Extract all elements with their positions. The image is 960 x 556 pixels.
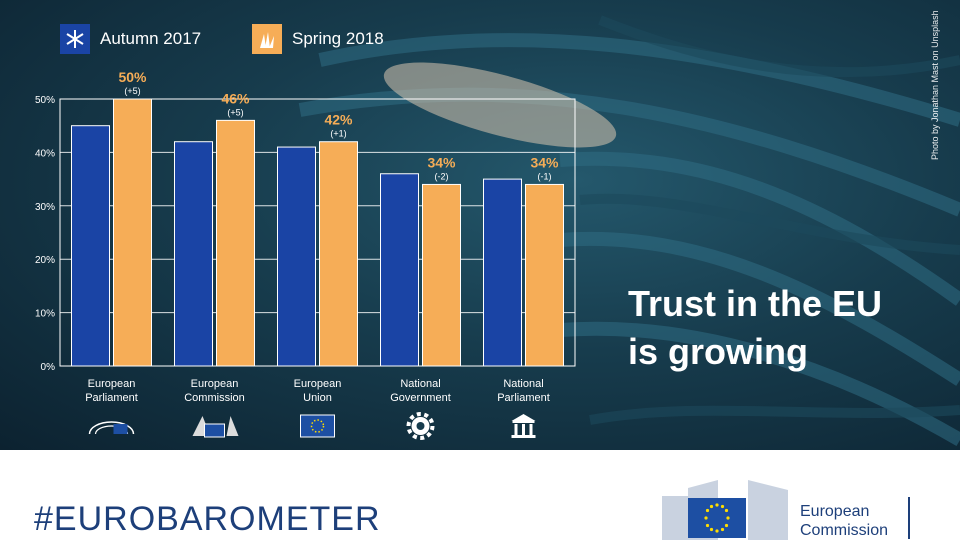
bar-chart: 0%10%20%30%40%50%50%(+5)EuropeanParliame… bbox=[35, 69, 576, 440]
x-tick-label: Parliament bbox=[497, 392, 550, 404]
bar-spring-2018 bbox=[525, 183, 564, 367]
x-tick-label: National bbox=[503, 378, 543, 390]
rope-photo-background bbox=[0, 0, 960, 450]
headline-line-1: Trust in the EU bbox=[628, 283, 883, 324]
y-tick-label: 30% bbox=[35, 202, 55, 213]
photo-credit: Photo by Jonathan Mast on Unsplash bbox=[930, 10, 940, 160]
x-tick-label: Parliament bbox=[85, 392, 138, 404]
y-tick-label: 50% bbox=[35, 95, 55, 106]
legend-spring-2018: Spring 2018 bbox=[252, 24, 384, 54]
bar-autumn-2017 bbox=[277, 146, 316, 367]
x-tick-label: Government bbox=[390, 392, 451, 404]
x-tick-label: Union bbox=[303, 392, 332, 404]
sprout-icon bbox=[252, 24, 282, 54]
plot-frame bbox=[59, 98, 576, 367]
bar-autumn-2017 bbox=[380, 173, 419, 367]
hashtag: #EUROBAROMETER bbox=[34, 500, 381, 538]
eu-flag-icon bbox=[300, 414, 335, 438]
hemicycle-icon bbox=[88, 421, 135, 435]
headline: Trust in the EU is growing bbox=[628, 280, 882, 376]
change-label: (-1) bbox=[538, 171, 552, 181]
y-tick-label: 0% bbox=[41, 362, 56, 373]
bar-autumn-2017 bbox=[483, 178, 522, 367]
berlaymont-icon bbox=[192, 416, 239, 438]
y-tick-label: 20% bbox=[35, 255, 55, 266]
bar-spring-2018 bbox=[216, 119, 255, 367]
bar-spring-2018 bbox=[319, 141, 358, 367]
value-label: 46% bbox=[221, 90, 250, 106]
y-tick-label: 10% bbox=[35, 309, 55, 320]
legend-autumn-label: Autumn 2017 bbox=[100, 29, 202, 48]
parliament-building-icon bbox=[511, 414, 536, 438]
value-label: 42% bbox=[324, 112, 353, 128]
value-label: 34% bbox=[530, 154, 559, 170]
bar-spring-2018 bbox=[113, 98, 152, 367]
footer bbox=[0, 450, 960, 556]
change-label: (+5) bbox=[124, 86, 140, 96]
change-label: (+1) bbox=[330, 129, 346, 139]
change-label: (+5) bbox=[227, 107, 243, 117]
headline-line-2: is growing bbox=[628, 331, 808, 372]
bar-spring-2018 bbox=[422, 183, 461, 367]
x-tick-label: European bbox=[191, 378, 239, 390]
x-tick-label: European bbox=[294, 378, 342, 390]
ec-logo-text: European Commission bbox=[800, 502, 888, 540]
ec-logo-line-2: Commission bbox=[800, 522, 889, 539]
snowflake-icon bbox=[60, 24, 90, 54]
value-label: 34% bbox=[427, 154, 456, 170]
x-tick-label: National bbox=[400, 378, 440, 390]
x-tick-label: Commission bbox=[184, 392, 245, 404]
value-label: 50% bbox=[118, 69, 147, 85]
legend-autumn-2017: Autumn 2017 bbox=[60, 24, 201, 54]
x-tick-label: European bbox=[88, 378, 136, 390]
rope-texture bbox=[298, 15, 960, 447]
bar-autumn-2017 bbox=[174, 141, 213, 367]
gear-icon bbox=[406, 412, 435, 440]
bar-autumn-2017 bbox=[71, 125, 110, 367]
change-label: (-2) bbox=[435, 171, 449, 181]
y-tick-label: 40% bbox=[35, 148, 55, 159]
legend-spring-label: Spring 2018 bbox=[292, 29, 384, 48]
european-commission-logo bbox=[662, 480, 788, 540]
eu-stars bbox=[704, 503, 730, 533]
ec-logo-line-1: European bbox=[800, 503, 870, 520]
ec-logo-divider bbox=[908, 497, 910, 539]
